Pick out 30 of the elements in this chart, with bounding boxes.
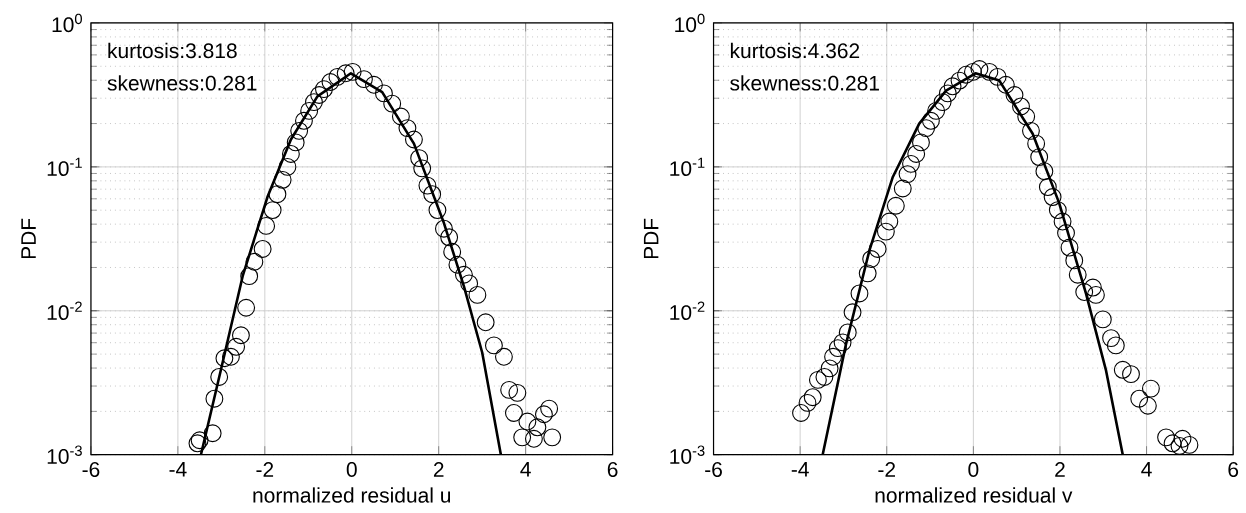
x-axis-title: normalized residual v [875,487,1073,503]
y-tick-label: 10$^{-2}$ [47,301,82,321]
y-tick-label: 10$^{0}$ [52,13,82,33]
annotation: skewness:0.281 [107,75,257,91]
y-axis-title: PDF [21,218,36,259]
annotation: skewness:0.281 [730,75,879,91]
x-tick-label: 4 [1141,462,1152,477]
x-tick-label: 2 [1055,462,1065,477]
y-tick-label: 10$^{-1}$ [47,157,82,177]
y-tick-label: 10$^{-2}$ [670,301,705,321]
y-tick-label: 10$^{0}$ [675,13,705,33]
annotation: kurtosis:3.818 [108,42,237,59]
annotation: kurtosis:4.362 [730,42,860,59]
x-tick-label: -4 [791,462,809,477]
x-tick-label: 4 [520,462,531,477]
x-tick-label: -2 [878,462,896,477]
x-tick-label: 0 [968,462,979,478]
x-tick-label: -6 [705,462,722,478]
x-tick-label: 0 [346,462,357,478]
x-tick-label: 6 [1228,462,1239,478]
x-axis-title: normalized residual u [253,487,451,503]
x-tick-label: -4 [169,462,187,477]
y-axis-title: PDF [643,218,659,259]
y-tick-label: 10$^{-3}$ [47,445,82,465]
x-tick-label: -2 [256,462,274,477]
x-tick-label: -6 [82,462,100,478]
y-tick-label: 10$^{-1}$ [670,157,705,177]
x-tick-label: 6 [607,462,618,478]
x-tick-label: 2 [433,462,444,477]
y-tick-label: 10$^{-3}$ [670,445,705,465]
